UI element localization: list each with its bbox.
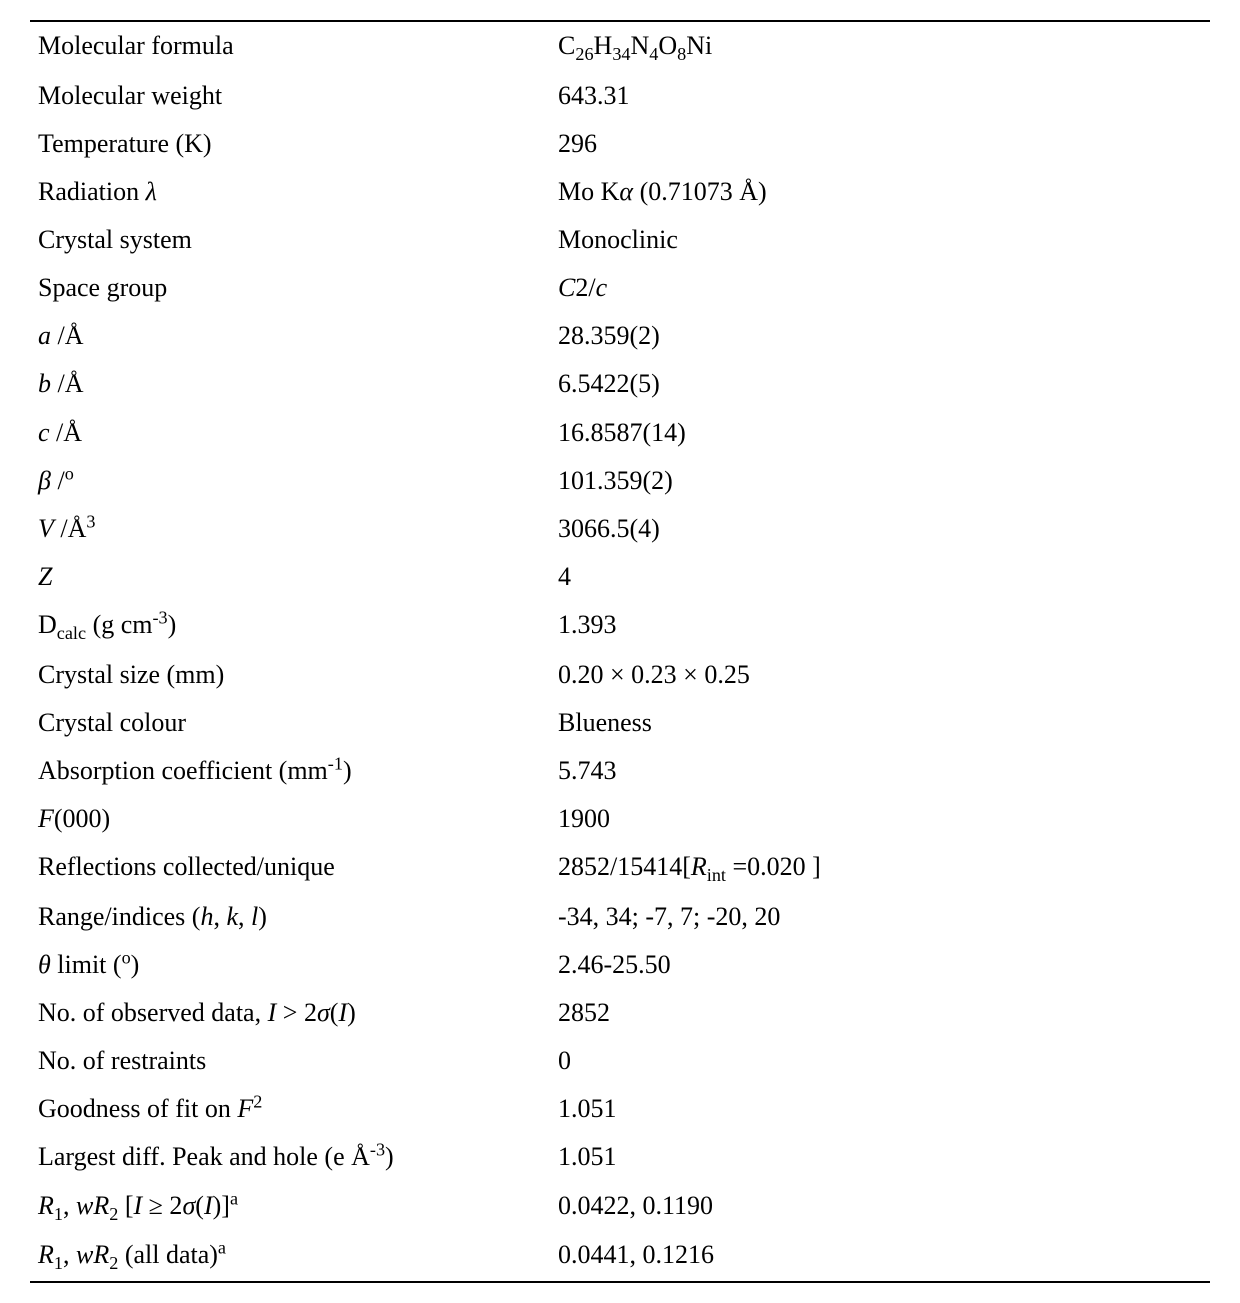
table-row: R1, wR2 (all data)a0.0441, 0.1216 (30, 1231, 1210, 1281)
row-value: 4 (558, 553, 1210, 601)
row-value: 0.0441, 0.1216 (558, 1231, 1210, 1281)
row-label: θ limit (o) (30, 941, 558, 989)
table-row: Absorption coefficient (mm-1)5.743 (30, 747, 1210, 795)
row-value: Monoclinic (558, 216, 1210, 264)
table-row: Molecular formulaC26H34N4O8Ni (30, 22, 1210, 72)
row-label: F(000) (30, 795, 558, 843)
table-row: Molecular weight643.31 (30, 72, 1210, 120)
row-label: β /o (30, 457, 558, 505)
table-row: Reflections collected/unique2852/15414[R… (30, 843, 1210, 893)
row-value: 0.0422, 0.1190 (558, 1182, 1210, 1232)
row-label: a /Å (30, 312, 558, 360)
crystallographic-data-table: Molecular formulaC26H34N4O8NiMolecular w… (30, 20, 1210, 1283)
row-label: R1, wR2 (all data)a (30, 1231, 558, 1281)
row-value: 28.359(2) (558, 312, 1210, 360)
row-label: Radiation λ (30, 168, 558, 216)
row-label: V /Å3 (30, 505, 558, 553)
row-label: Z (30, 553, 558, 601)
row-label: Dcalc (g cm-3) (30, 601, 558, 651)
table-row: β /o101.359(2) (30, 457, 1210, 505)
table-row: Largest diff. Peak and hole (e Å-3)1.051 (30, 1133, 1210, 1181)
row-value: Mo Kα (0.71073 Å) (558, 168, 1210, 216)
table-row: V /Å33066.5(4) (30, 505, 1210, 553)
table-row: Crystal colourBlueness (30, 699, 1210, 747)
table-row: R1, wR2 [I ≥ 2σ(I)]a0.0422, 0.1190 (30, 1182, 1210, 1232)
row-label: R1, wR2 [I ≥ 2σ(I)]a (30, 1182, 558, 1232)
table-row: No. of restraints0 (30, 1037, 1210, 1085)
row-value: 101.359(2) (558, 457, 1210, 505)
row-value: 2852 (558, 989, 1210, 1037)
row-value: 3066.5(4) (558, 505, 1210, 553)
row-value: -34, 34; -7, 7; -20, 20 (558, 893, 1210, 941)
row-label: Molecular formula (30, 22, 558, 72)
table-row: b /Å6.5422(5) (30, 360, 1210, 408)
row-label: c /Å (30, 409, 558, 457)
table-row: θ limit (o)2.46-25.50 (30, 941, 1210, 989)
row-value: 296 (558, 120, 1210, 168)
table-row: c /Å16.8587(14) (30, 409, 1210, 457)
row-value: 0 (558, 1037, 1210, 1085)
row-label: Reflections collected/unique (30, 843, 558, 893)
row-value: 1.393 (558, 601, 1210, 651)
row-label: Molecular weight (30, 72, 558, 120)
row-label: b /Å (30, 360, 558, 408)
row-value: 16.8587(14) (558, 409, 1210, 457)
row-label: No. of restraints (30, 1037, 558, 1085)
row-label: Crystal colour (30, 699, 558, 747)
row-value: C26H34N4O8Ni (558, 22, 1210, 72)
row-value: Blueness (558, 699, 1210, 747)
table-row: No. of observed data, I > 2σ(I)2852 (30, 989, 1210, 1037)
row-value: 643.31 (558, 72, 1210, 120)
row-value: 2852/15414[Rint =0.020 ] (558, 843, 1210, 893)
table-row: Crystal systemMonoclinic (30, 216, 1210, 264)
row-value: 1.051 (558, 1085, 1210, 1133)
table-row: a /Å28.359(2) (30, 312, 1210, 360)
row-label: Largest diff. Peak and hole (e Å-3) (30, 1133, 558, 1181)
row-value: 1.051 (558, 1133, 1210, 1181)
table-row: Temperature (K)296 (30, 120, 1210, 168)
table-row: Dcalc (g cm-3)1.393 (30, 601, 1210, 651)
row-value: 5.743 (558, 747, 1210, 795)
row-label: Range/indices (h, k, l) (30, 893, 558, 941)
table-row: Range/indices (h, k, l)-34, 34; -7, 7; -… (30, 893, 1210, 941)
row-label: Crystal size (mm) (30, 651, 558, 699)
row-label: Space group (30, 264, 558, 312)
row-value: 6.5422(5) (558, 360, 1210, 408)
table-row: Crystal size (mm)0.20 × 0.23 × 0.25 (30, 651, 1210, 699)
row-label: Temperature (K) (30, 120, 558, 168)
table-row: Goodness of fit on F21.051 (30, 1085, 1210, 1133)
row-label: Crystal system (30, 216, 558, 264)
row-value: 2.46-25.50 (558, 941, 1210, 989)
table-row: Z4 (30, 553, 1210, 601)
row-label: Absorption coefficient (mm-1) (30, 747, 558, 795)
table-row: F(000)1900 (30, 795, 1210, 843)
row-value: C2/c (558, 264, 1210, 312)
table-row: Radiation λMo Kα (0.71073 Å) (30, 168, 1210, 216)
row-value: 0.20 × 0.23 × 0.25 (558, 651, 1210, 699)
table-row: Space groupC2/c (30, 264, 1210, 312)
row-label: Goodness of fit on F2 (30, 1085, 558, 1133)
row-value: 1900 (558, 795, 1210, 843)
row-label: No. of observed data, I > 2σ(I) (30, 989, 558, 1037)
